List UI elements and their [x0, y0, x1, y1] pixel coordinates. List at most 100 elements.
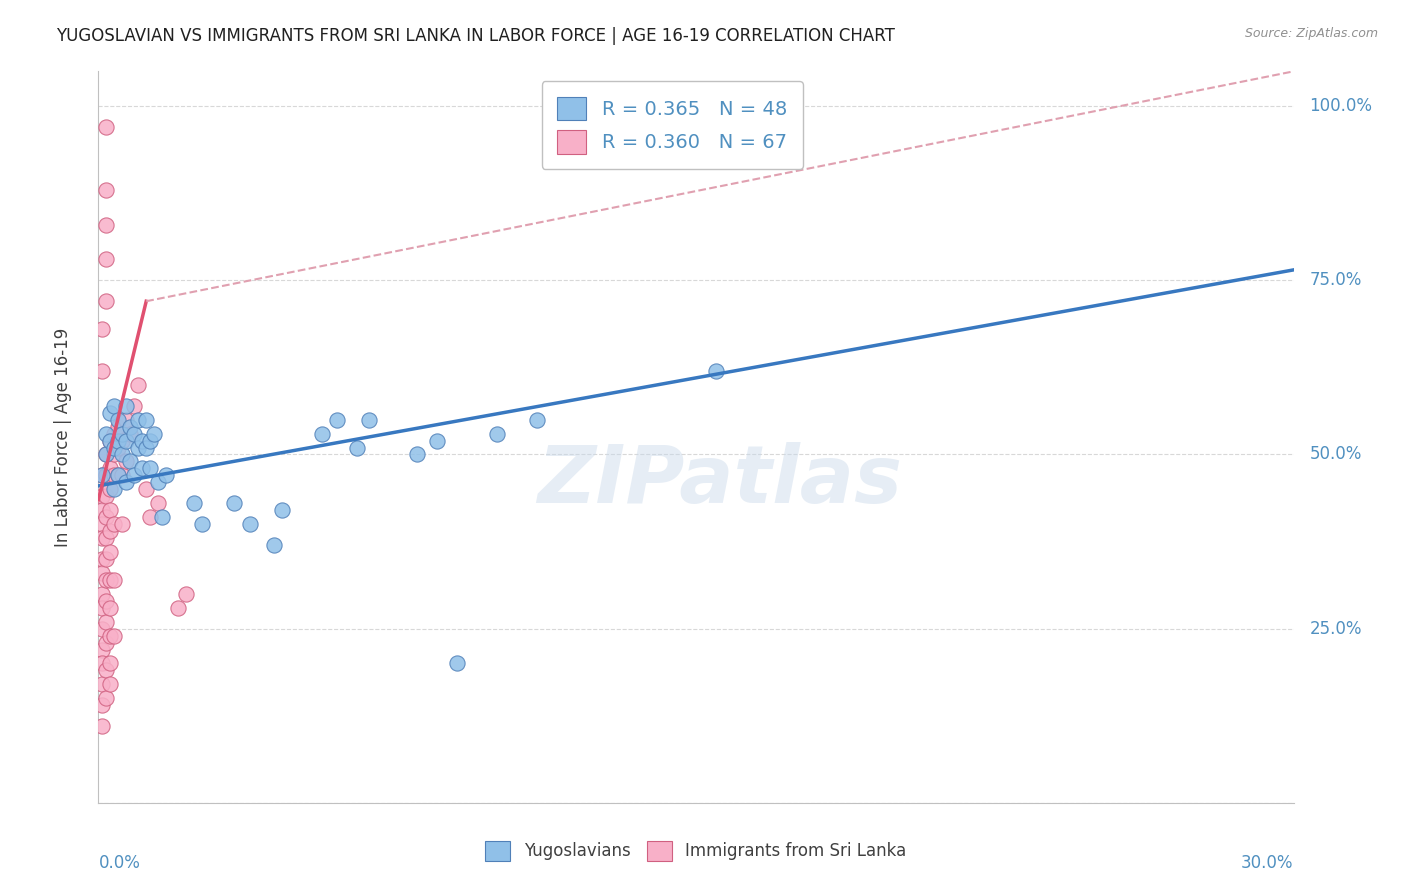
Point — [326, 412, 349, 426]
Point — [111, 468, 134, 483]
Point — [96, 594, 118, 608]
Point — [704, 364, 727, 378]
Point — [346, 441, 368, 455]
Point — [98, 524, 122, 538]
Point — [96, 183, 118, 197]
Point — [135, 483, 157, 497]
Point — [131, 434, 153, 448]
Point — [103, 426, 125, 441]
Point — [96, 531, 118, 545]
Point — [96, 294, 118, 309]
Point — [91, 642, 114, 657]
Point — [96, 218, 118, 232]
Point — [96, 448, 118, 462]
Point — [120, 426, 142, 441]
Point — [135, 412, 157, 426]
Point — [98, 434, 122, 448]
Point — [115, 475, 138, 490]
Point — [96, 252, 118, 267]
Point — [103, 629, 125, 643]
Point — [96, 448, 118, 462]
Text: 100.0%: 100.0% — [1309, 97, 1372, 115]
Text: ZIPatlas: ZIPatlas — [537, 442, 903, 520]
Point — [263, 538, 285, 552]
Point — [139, 434, 162, 448]
Text: 0.0%: 0.0% — [98, 854, 141, 872]
Point — [111, 426, 134, 441]
Point — [96, 468, 118, 483]
Point — [139, 510, 162, 524]
Point — [406, 448, 429, 462]
Point — [98, 657, 122, 671]
Point — [115, 412, 138, 426]
Point — [91, 719, 114, 733]
Point — [107, 412, 129, 426]
Point — [111, 448, 134, 462]
Point — [167, 600, 190, 615]
Point — [148, 496, 170, 510]
Point — [96, 691, 118, 706]
Point — [124, 399, 146, 413]
Point — [107, 468, 129, 483]
Point — [91, 698, 114, 713]
Point — [103, 468, 125, 483]
Point — [485, 426, 508, 441]
Point — [98, 434, 122, 448]
Point — [107, 441, 129, 455]
Text: 50.0%: 50.0% — [1309, 445, 1362, 464]
Legend: Yugoslavians, Immigrants from Sri Lanka: Yugoslavians, Immigrants from Sri Lanka — [478, 834, 914, 868]
Point — [98, 461, 122, 475]
Point — [103, 399, 125, 413]
Point — [111, 434, 134, 448]
Point — [91, 587, 114, 601]
Point — [150, 510, 173, 524]
Point — [107, 468, 129, 483]
Point — [446, 657, 468, 671]
Text: 75.0%: 75.0% — [1309, 271, 1362, 289]
Point — [115, 454, 138, 468]
Point — [103, 517, 125, 532]
Point — [91, 517, 114, 532]
Point — [127, 441, 149, 455]
Point — [174, 587, 197, 601]
Point — [96, 510, 118, 524]
Point — [115, 434, 138, 448]
Point — [96, 615, 118, 629]
Point — [124, 426, 146, 441]
Point — [120, 454, 142, 468]
Text: 30.0%: 30.0% — [1241, 854, 1294, 872]
Point — [98, 406, 122, 420]
Point — [96, 573, 118, 587]
Text: 25.0%: 25.0% — [1309, 620, 1362, 638]
Point — [103, 441, 125, 455]
Point — [96, 664, 118, 678]
Point — [270, 503, 292, 517]
Point — [98, 629, 122, 643]
Point — [107, 419, 129, 434]
Point — [96, 552, 118, 566]
Point — [526, 412, 548, 426]
Point — [359, 412, 381, 426]
Point — [239, 517, 262, 532]
Point — [98, 503, 122, 517]
Point — [148, 475, 170, 490]
Point — [311, 426, 333, 441]
Point — [91, 364, 114, 378]
Point — [131, 461, 153, 475]
Point — [91, 503, 114, 517]
Point — [155, 468, 177, 483]
Point — [103, 483, 125, 497]
Point — [96, 489, 118, 503]
Text: In Labor Force | Age 16-19: In Labor Force | Age 16-19 — [53, 327, 72, 547]
Point — [91, 468, 114, 483]
Point — [124, 468, 146, 483]
Point — [98, 573, 122, 587]
Point — [91, 531, 114, 545]
Point — [222, 496, 245, 510]
Point — [98, 677, 122, 691]
Point — [91, 552, 114, 566]
Point — [96, 635, 118, 649]
Point — [127, 377, 149, 392]
Point — [91, 468, 114, 483]
Point — [91, 657, 114, 671]
